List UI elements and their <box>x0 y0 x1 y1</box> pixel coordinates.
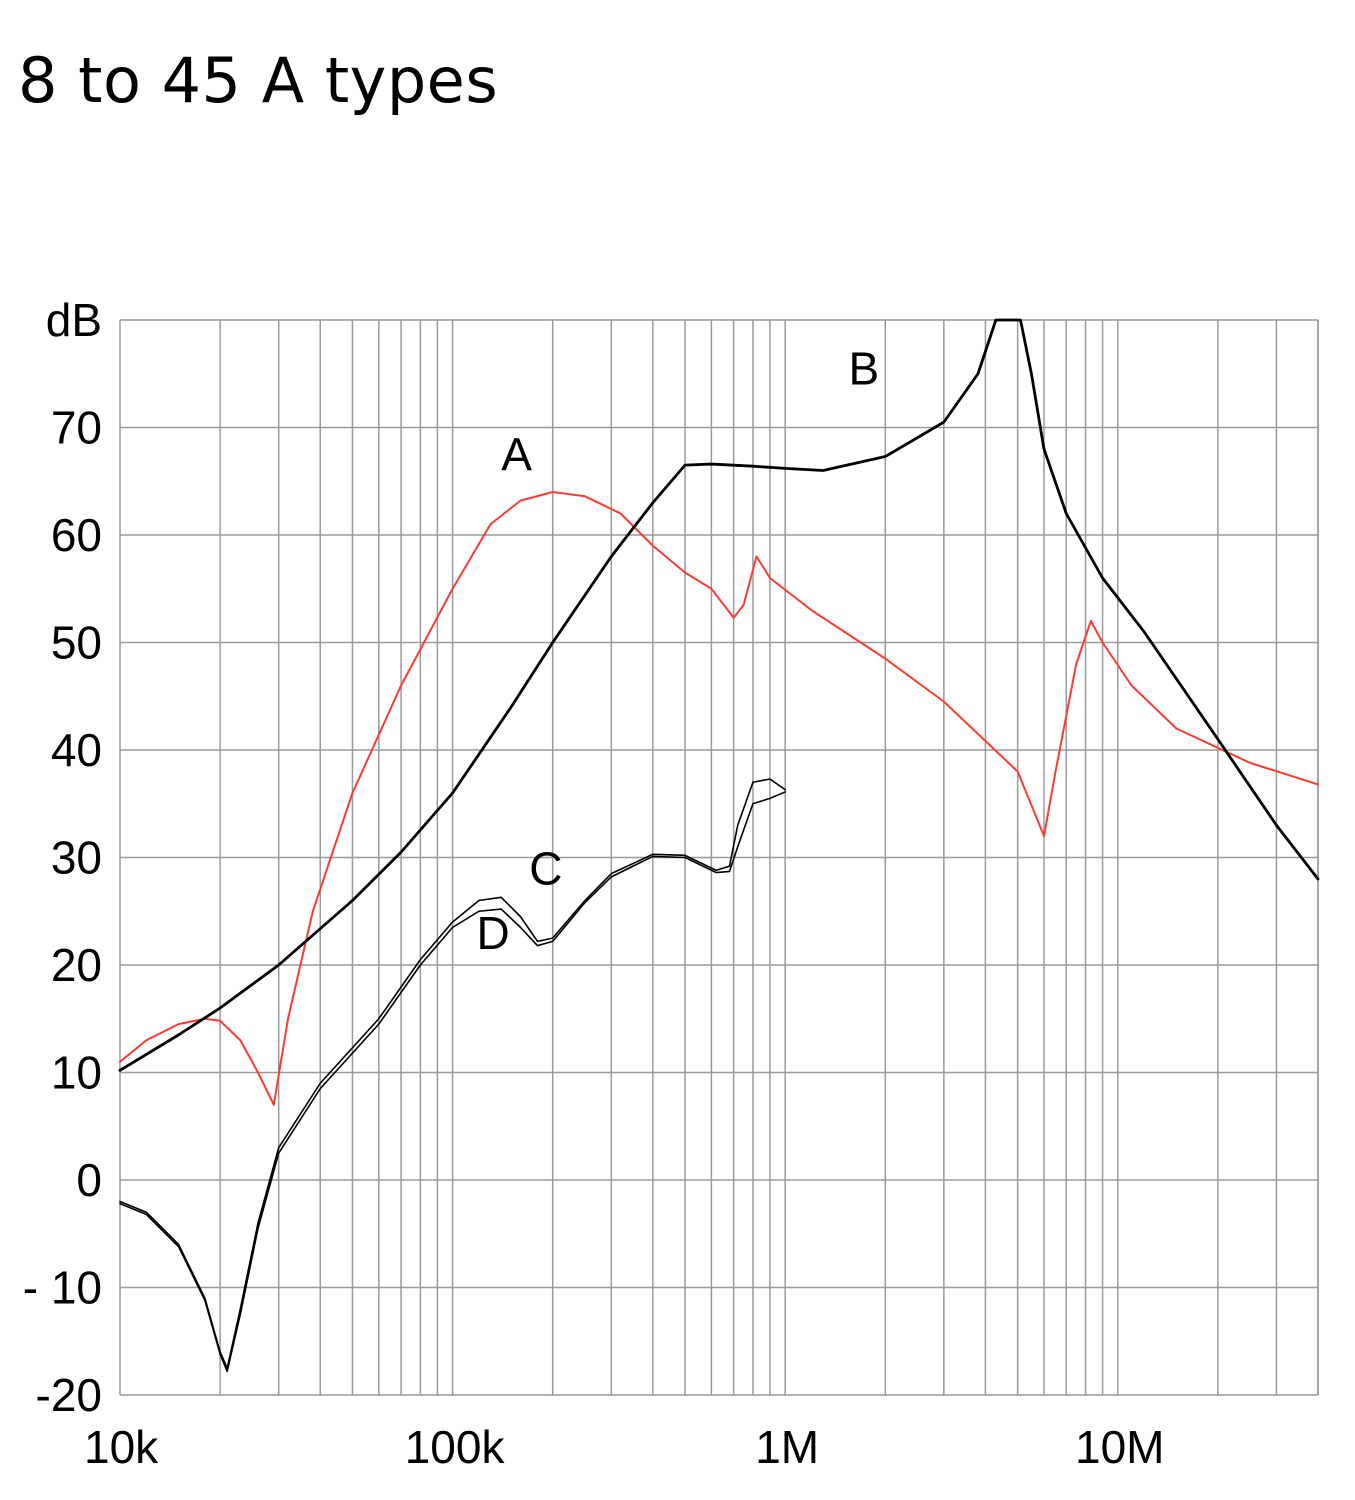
series-line-d <box>119 791 786 1373</box>
y-tick-label: 70 <box>51 402 102 454</box>
y-tick-label: -20 <box>36 1369 102 1421</box>
series-layer <box>118 318 1320 1373</box>
series-label-c: C <box>529 842 562 894</box>
y-tick-label: 20 <box>51 939 102 991</box>
x-axis: 10k 100k 1M 10M <box>84 1421 1165 1473</box>
chart-grid <box>119 319 1319 1396</box>
series-label-d: D <box>476 907 509 959</box>
series-label-a: A <box>501 429 532 481</box>
x-tick-label: 10M <box>1075 1421 1164 1473</box>
y-tick-label: 60 <box>51 509 102 561</box>
series-line-c <box>119 778 786 1369</box>
series-line-a <box>119 491 1319 1106</box>
y-axis: dB 70 60 50 40 30 20 10 0 - 10 -20 <box>23 294 102 1421</box>
y-tick-label: dB <box>46 294 102 346</box>
y-tick-label: 10 <box>51 1047 102 1099</box>
x-tick-label: 10k <box>84 1421 159 1473</box>
y-tick-label: 0 <box>76 1154 102 1206</box>
y-tick-label: 50 <box>51 617 102 669</box>
series-label-b: B <box>848 343 879 395</box>
x-tick-label: 100k <box>405 1421 506 1473</box>
y-tick-label: - 10 <box>23 1262 102 1314</box>
x-tick-label: 1M <box>755 1421 819 1473</box>
y-tick-label: 30 <box>51 832 102 884</box>
series-line-b <box>118 318 1320 1072</box>
chart-title: 8 to 45 A types <box>18 44 499 117</box>
y-tick-label: 40 <box>51 724 102 776</box>
series-labels: A B CD <box>476 343 879 959</box>
